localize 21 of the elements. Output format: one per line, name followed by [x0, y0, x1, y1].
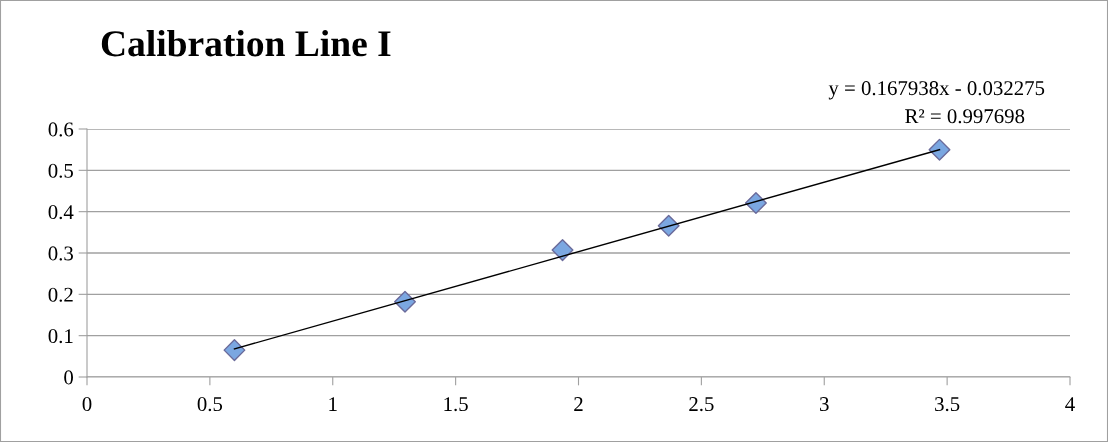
point: [928, 138, 951, 161]
y-tick-label: 0.1: [48, 329, 73, 344]
x-tick-label: 3: [820, 397, 829, 412]
y-tick-label: 0.2: [48, 287, 73, 302]
y-tick-label: 0.4: [48, 205, 74, 220]
x-tick-label: 0: [82, 397, 92, 412]
x-tick-label: 2: [574, 397, 583, 411]
text: R² = 0.997698: [905, 109, 1025, 124]
chart-title: Calibration Line I: [101, 30, 391, 57]
y-tick-label: 0: [64, 370, 74, 385]
x-tick-label: 1.5: [444, 397, 468, 412]
y-tick-label: 0.3: [48, 246, 73, 261]
x-tick-label: 1: [329, 397, 337, 411]
text: y = 0.167938x - 0.032275: [828, 81, 1045, 100]
x-tick-label: 3.5: [935, 397, 960, 412]
y-tick-label: 0.5: [48, 163, 73, 178]
x-tick-label: 0.5: [197, 397, 223, 412]
x-tick-label: 2.5: [689, 397, 714, 412]
y-tick-label: 0.6: [48, 122, 74, 137]
point: [223, 339, 246, 362]
x-tick-label: 4: [1065, 397, 1075, 411]
